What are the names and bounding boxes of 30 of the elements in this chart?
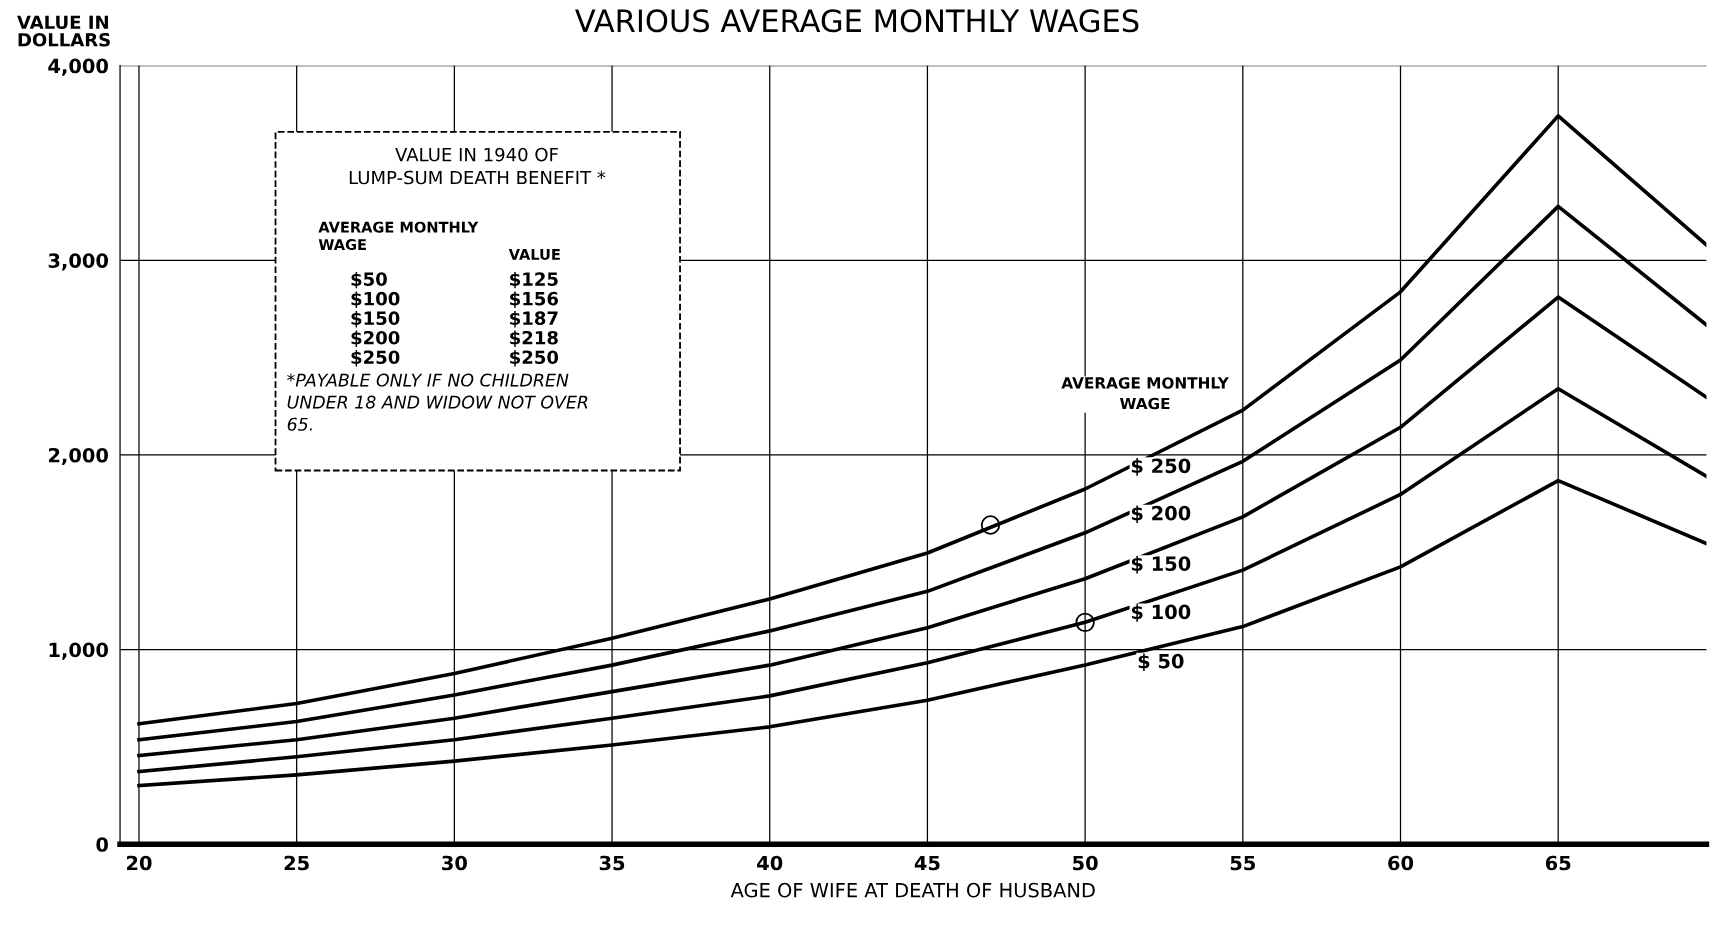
x-tick-label: 20: [126, 855, 152, 871]
annotation: VALUE IN 1940 OF LUMP-SUM DEATH BENEFIT *: [349, 147, 606, 185]
series-label: $ 100: [1131, 604, 1191, 622]
annotation: *PAYABLE ONLY IF NO CHILDREN UNDER 18 AND WIDOW NOT OVER 65.: [287, 373, 588, 431]
annotation: VALUE: [508, 249, 560, 260]
y-tick-label: 2,000: [48, 447, 109, 466]
x-tick-label: 45: [914, 855, 940, 871]
annotation: $50 $100 $150 $200 $250: [351, 271, 400, 367]
x-tick-label: 60: [1388, 855, 1414, 871]
y-axis-title: VALUE IN DOLLARS: [17, 15, 110, 47]
series-label: $ 150: [1131, 555, 1191, 574]
x-tick-label: 25: [284, 855, 309, 871]
legend-title: AVERAGE MONTHLY WAGE: [1061, 377, 1229, 410]
series-label: $ 200: [1131, 505, 1191, 524]
y-tick-label: 3,000: [48, 253, 109, 271]
chart-title: VARIOUS AVERAGE MONTHLY WAGES: [575, 9, 1139, 33]
annotation: AVERAGE MONTHLY WAGE: [318, 221, 479, 251]
annotation: $125 $156 $187 $218 $250: [510, 271, 559, 367]
y-tick-label: 4,000: [48, 58, 109, 76]
series-label: $ 250: [1131, 458, 1191, 476]
series-label: $ 50: [1138, 653, 1184, 672]
y-tick-label: 0: [96, 837, 109, 852]
x-tick-label: 65: [1545, 855, 1571, 871]
x-tick-label: 55: [1230, 855, 1255, 871]
y-tick-label: 1,000: [49, 642, 109, 660]
x-tick-label: 30: [442, 855, 467, 871]
x-tick-label: 35: [599, 855, 625, 871]
x-tick-label: 50: [1073, 855, 1098, 871]
x-axis-title: AGE OF WIFE AT DEATH OF HUSBAND: [730, 882, 1095, 898]
x-tick-label: 40: [757, 855, 783, 871]
